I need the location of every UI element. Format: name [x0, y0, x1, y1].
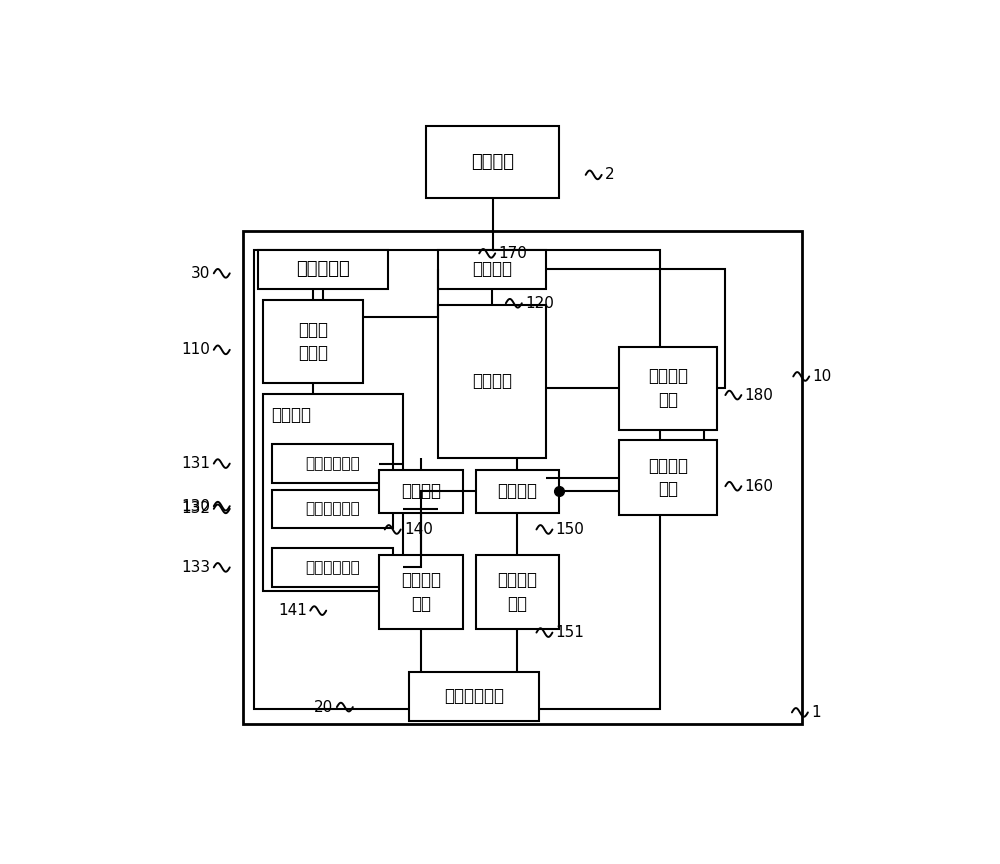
- Text: 170: 170: [499, 246, 527, 261]
- Text: 主控设备: 主控设备: [471, 153, 514, 171]
- Text: 数据选择
模块: 数据选择 模块: [648, 367, 688, 409]
- Bar: [272, 444, 393, 483]
- Bar: [619, 346, 717, 429]
- Text: 133: 133: [181, 560, 210, 575]
- Text: 131: 131: [181, 456, 210, 471]
- Bar: [243, 232, 802, 724]
- Text: 缓存模块: 缓存模块: [472, 260, 512, 278]
- Bar: [409, 672, 539, 721]
- Text: 测试访问端口: 测试访问端口: [444, 688, 504, 705]
- Bar: [254, 250, 660, 709]
- Bar: [379, 470, 463, 513]
- Bar: [263, 300, 363, 383]
- Text: 140: 140: [404, 522, 433, 537]
- Bar: [379, 555, 463, 629]
- Text: 使能控制单元: 使能控制单元: [305, 456, 360, 471]
- Text: 151: 151: [556, 625, 585, 640]
- Text: 1: 1: [811, 705, 821, 720]
- Text: 顺序控制单元: 顺序控制单元: [305, 501, 360, 517]
- Text: 160: 160: [745, 479, 774, 493]
- Bar: [476, 555, 559, 629]
- Text: 串并转换
模块: 串并转换 模块: [497, 571, 537, 613]
- Text: 读取模块: 读取模块: [497, 482, 537, 500]
- Text: 并串转换
模块: 并串转换 模块: [401, 571, 441, 613]
- Text: 132: 132: [181, 501, 210, 517]
- Text: 芯片识别码: 芯片识别码: [296, 260, 350, 278]
- Bar: [258, 250, 388, 289]
- Text: 控制模块: 控制模块: [271, 406, 311, 424]
- Text: 10: 10: [813, 369, 832, 384]
- Text: 130: 130: [181, 499, 210, 514]
- Text: 150: 150: [556, 522, 585, 537]
- Text: 20: 20: [314, 700, 334, 715]
- Text: 120: 120: [525, 295, 554, 311]
- Bar: [438, 305, 546, 458]
- Bar: [619, 441, 717, 515]
- Bar: [438, 250, 546, 289]
- Text: 芯片识
别模块: 芯片识 别模块: [298, 321, 328, 362]
- Text: 30: 30: [191, 266, 210, 281]
- Text: 比较输出
模块: 比较输出 模块: [648, 457, 688, 499]
- Bar: [263, 394, 403, 591]
- Bar: [476, 470, 559, 513]
- Text: 模式控制单元: 模式控制单元: [305, 560, 360, 575]
- Text: 110: 110: [182, 342, 210, 358]
- Bar: [426, 126, 559, 198]
- Text: 写入模块: 写入模块: [401, 482, 441, 500]
- Text: 141: 141: [278, 603, 307, 618]
- Text: 数据模块: 数据模块: [472, 372, 512, 391]
- Bar: [272, 490, 393, 528]
- Text: 2: 2: [605, 168, 615, 182]
- Text: 180: 180: [745, 388, 774, 403]
- Bar: [272, 548, 393, 587]
